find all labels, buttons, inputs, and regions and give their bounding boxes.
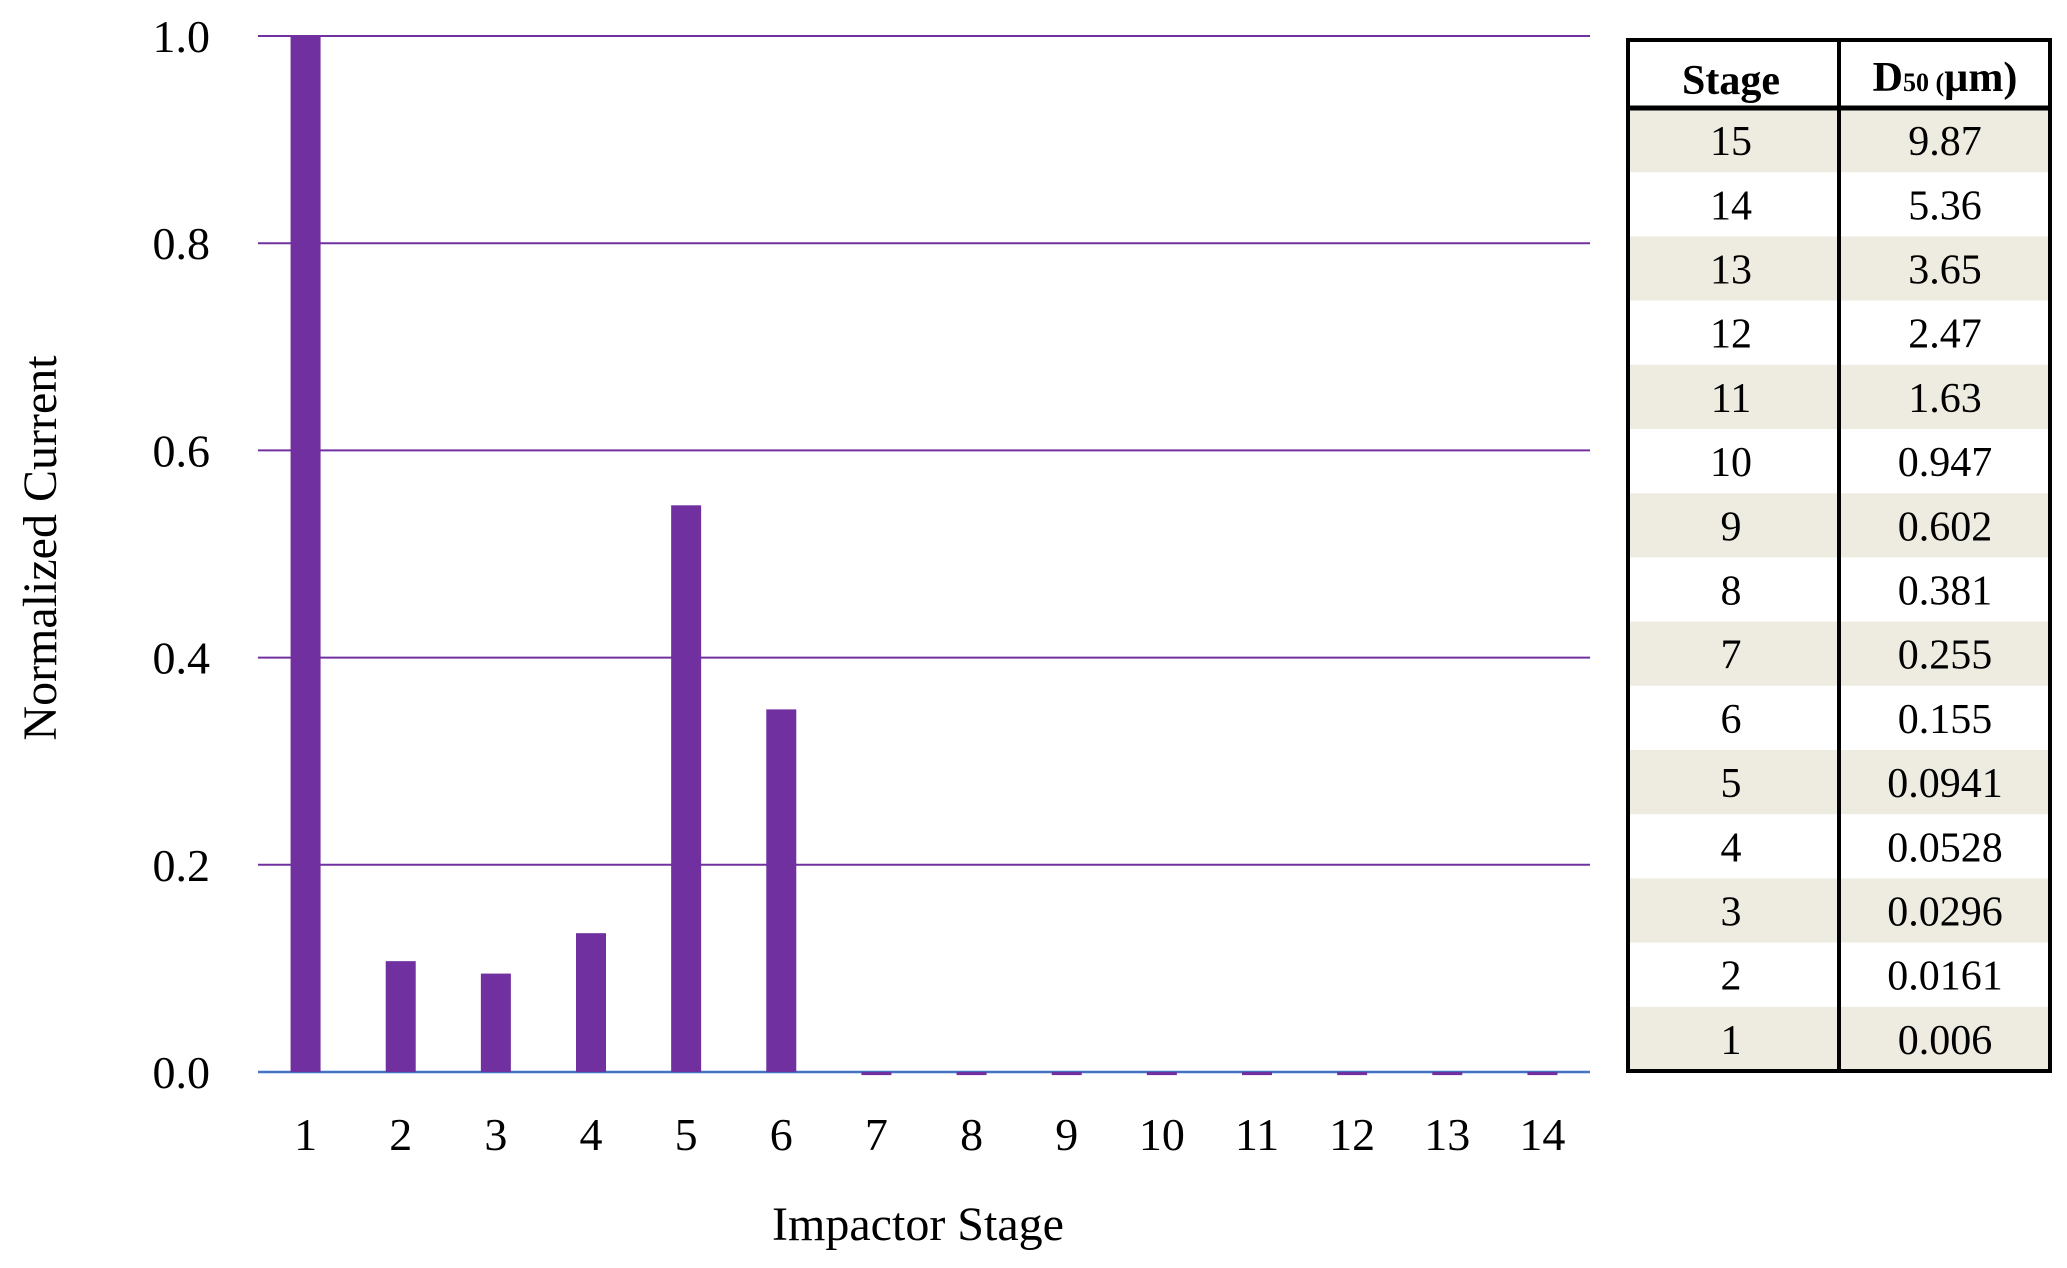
bars — [290, 36, 1558, 1076]
y-tick-label: 0.0 — [153, 1047, 211, 1098]
bar — [1146, 1072, 1177, 1076]
table-cell-d50: 2.47 — [1908, 312, 1982, 358]
table-cell-d50: 0.602 — [1898, 504, 1993, 550]
table-cell-d50: 5.36 — [1908, 183, 1982, 229]
x-tick-label: 11 — [1235, 1109, 1279, 1160]
x-tick-label: 13 — [1424, 1109, 1470, 1160]
y-axis-title: Normalized Current — [14, 355, 67, 741]
bar — [671, 505, 702, 1073]
y-tick-labels: 0.0 0.2 0.4 0.6 0.8 1.0 — [153, 11, 211, 1098]
bar — [1337, 1072, 1368, 1076]
table-header-d50: D50 (µm) — [1873, 55, 2018, 101]
x-tick-label: 3 — [484, 1109, 507, 1160]
x-tick-label: 4 — [580, 1109, 603, 1160]
x-tick-label: 6 — [770, 1109, 793, 1160]
table-cell-d50: 0.0941 — [1887, 761, 2003, 807]
table-cell-stage: 8 — [1721, 569, 1742, 615]
table-cell-stage: 10 — [1710, 440, 1752, 486]
bar — [956, 1072, 987, 1076]
bar — [1051, 1072, 1082, 1076]
x-tick-label: 10 — [1139, 1109, 1185, 1160]
table-cell-stage: 1 — [1721, 1018, 1742, 1064]
x-tick-label: 12 — [1329, 1109, 1375, 1160]
table-cell-d50: 1.63 — [1908, 376, 1982, 422]
x-tick-label: 5 — [675, 1109, 698, 1160]
x-tick-label: 14 — [1519, 1109, 1565, 1160]
bar — [576, 933, 606, 1072]
y-tick-label: 0.2 — [153, 840, 211, 891]
table-header-stage: Stage — [1682, 58, 1780, 104]
bar — [861, 1072, 892, 1076]
table-cell-stage: 6 — [1721, 697, 1742, 743]
table-cell-stage: 14 — [1710, 183, 1752, 229]
table-cell-d50: 0.381 — [1898, 569, 1993, 615]
table-cell-d50: 3.65 — [1908, 248, 1982, 294]
table-cell-stage: 11 — [1711, 376, 1751, 422]
bar — [290, 36, 321, 1072]
table-cell-d50: 0.947 — [1898, 440, 1993, 486]
bar — [1527, 1072, 1558, 1076]
x-tick-label: 1 — [294, 1109, 317, 1160]
bar — [766, 709, 797, 1072]
x-tick-label: 9 — [1055, 1109, 1078, 1160]
table-cell-stage: 2 — [1721, 954, 1742, 1000]
y-tick-label: 0.4 — [153, 633, 211, 684]
y-tick-label: 0.8 — [153, 218, 211, 269]
y-tick-label: 0.6 — [153, 425, 211, 476]
bar — [385, 961, 416, 1072]
y-tick-label: 1.0 — [153, 11, 211, 62]
table-cell-d50: 0.255 — [1898, 633, 1993, 679]
table-cell-stage: 9 — [1721, 504, 1742, 550]
table-cell-d50: 0.0161 — [1887, 954, 2003, 1000]
x-tick-label: 8 — [960, 1109, 983, 1160]
bar — [1242, 1072, 1272, 1076]
table-cell-stage: 15 — [1710, 119, 1752, 165]
table-cell-stage: 13 — [1710, 248, 1752, 294]
x-axis-title: Impactor Stage — [772, 1198, 1064, 1251]
table-cell-d50: 0.006 — [1898, 1018, 1993, 1064]
table-cell-stage: 12 — [1710, 312, 1752, 358]
bar — [1432, 1072, 1463, 1076]
table-cell-stage: 7 — [1721, 633, 1742, 679]
table-cell-stage: 5 — [1721, 761, 1742, 807]
x-tick-labels: 1 2 3 4 5 6 7 8 9 10 11 12 13 14 — [294, 1109, 1565, 1160]
table-cell-d50: 0.0528 — [1887, 825, 2003, 871]
table-cell-d50: 0.155 — [1898, 697, 1993, 743]
table-cell-d50: 0.0296 — [1887, 890, 2003, 936]
table-cell-d50: 9.87 — [1908, 119, 1982, 165]
table-borders — [1626, 38, 2052, 1073]
table-cell-stage: 4 — [1721, 825, 1742, 871]
table-cell-stage: 3 — [1721, 890, 1742, 936]
gridlines — [258, 35, 1590, 1074]
x-tick-label: 7 — [865, 1109, 888, 1160]
bar — [480, 973, 511, 1072]
x-tick-label: 2 — [389, 1109, 412, 1160]
